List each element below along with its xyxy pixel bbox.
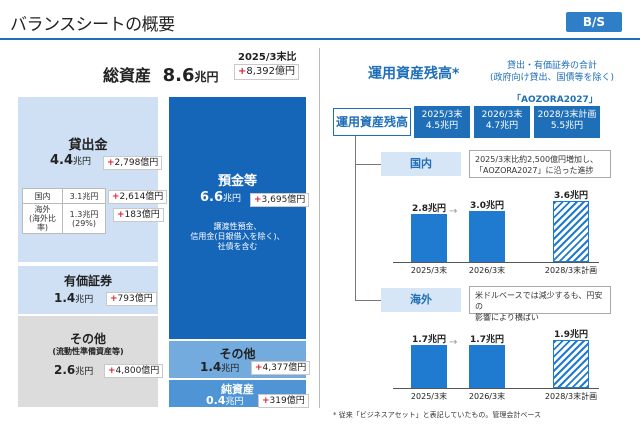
domestic-baseline [393, 262, 599, 263]
total-assets-unit: 兆円 [194, 70, 219, 84]
deposits-note: 譲渡性預金、 信用金(日銀借入を除く)、 社債を含む [190, 222, 285, 251]
overseas-bar-label-2: 1.9兆円 [554, 330, 588, 340]
domestic-note: 2025/3末比約2,500億円増加し、 「AOZORA2027」に沿った進捗 [469, 150, 611, 178]
aum-title: 運用資産残高* [368, 66, 460, 82]
overseas-section-label: 海外 [381, 288, 461, 312]
section-badge: B/S [566, 12, 622, 32]
domestic-section-label: 国内 [381, 152, 461, 176]
domestic-chart: 2.8兆円 2025/3末 3.0兆円 2026/3末 3.6兆円 2028/3末計画 → [381, 178, 611, 278]
footnote: * 従来「ビジネスアセット」と表記していたもの。管理会計ベース [333, 411, 542, 419]
domestic-bar-label-1: 3.0兆円 [470, 201, 504, 211]
domestic-label: 国内 [22, 188, 63, 204]
domestic-delta: +2,614億円 [108, 190, 168, 204]
domestic-category-0: 2025/3末 [410, 266, 448, 275]
overseas-baseline [393, 388, 599, 389]
loans-delta: +2,798億円 [103, 156, 163, 170]
domestic-bar-2 [553, 201, 589, 262]
overseas-bar-0 [411, 345, 447, 388]
securities-delta: +793億円 [106, 292, 157, 306]
total-assets: 総資産 8.6兆円 [103, 62, 219, 86]
step-2028: 2028/3末計画 5.5兆円 [534, 106, 600, 138]
connector-line [355, 136, 356, 300]
aum-subtitle: 貸出・有価証券の合計 (政府向け貸出、国債等を除く) [490, 61, 615, 83]
domestic-value: 3.1兆円 [62, 188, 106, 204]
page-title: バランスシートの概要 [10, 15, 175, 35]
securities-label: 有価証券 [63, 274, 112, 288]
overseas-arrow-icon: → [449, 337, 458, 348]
deposits-label: 預金等 [217, 174, 257, 189]
other-assets-panel [18, 316, 158, 407]
overseas-bar-label-1: 1.7兆円 [470, 335, 504, 345]
other-assets-value: 2.6兆円 [54, 363, 94, 377]
overseas-chart: 1.7兆円 2025/3末 1.7兆円 2026/3末 1.9兆円 2028/3末計画 → [381, 316, 611, 404]
table-row: 海外 (海外比率) 1.3兆円 (29%) [22, 203, 106, 234]
domestic-category-2: 2028/3末計画 [544, 266, 598, 275]
domestic-bar-label-2: 3.6兆円 [554, 191, 588, 201]
domestic-bar-1 [469, 211, 505, 262]
table-row: 国内 3.1兆円 [22, 188, 106, 204]
overseas-label: 海外 (海外比率) [22, 203, 63, 234]
step-2025: 2025/3末 4.5兆円 [414, 106, 470, 138]
loans-value: 4.4兆円 [50, 153, 92, 168]
net-assets-value: 0.4兆円 [206, 394, 244, 407]
overseas-bar-label-0: 1.7兆円 [412, 335, 446, 345]
securities-value: 1.4兆円 [54, 291, 94, 305]
domestic-bar-0 [411, 214, 447, 262]
other-assets-sublabel: (流動性準備資産等) [52, 347, 124, 356]
step-2026: 2026/3末 4.7兆円 [474, 106, 530, 138]
net-assets-label: 純資産 [221, 383, 254, 396]
total-assets-value: 8.6 [162, 65, 195, 86]
securities-panel [18, 266, 158, 314]
other-liab-label: その他 [219, 347, 256, 361]
other-liab-delta: +4,377億円 [251, 361, 311, 375]
column-divider [319, 48, 320, 408]
aum-flow-box: 運用資産残高 [333, 108, 411, 136]
domestic-bar-label-0: 2.8兆円 [412, 204, 446, 214]
overseas-delta: +183億円 [113, 208, 164, 222]
plan-label: 「AOZORA2027」 [512, 95, 598, 105]
overseas-value: 1.3兆円 (29%) [62, 203, 106, 234]
deposits-panel [169, 97, 306, 339]
domestic-category-1: 2026/3末 [468, 266, 506, 275]
connector-line [355, 164, 381, 165]
deposits-delta: +3,695億円 [250, 193, 310, 207]
overseas-category-0: 2025/3末 [410, 392, 448, 401]
overseas-bar-1 [469, 345, 505, 388]
net-assets-delta: +319億円 [258, 394, 309, 408]
connector-line [355, 300, 381, 301]
overseas-category-1: 2026/3末 [468, 392, 506, 401]
overseas-bar-2 [553, 340, 589, 388]
other-liab-value: 1.4兆円 [200, 360, 240, 374]
total-assets-delta: +8,392億円 [234, 64, 300, 80]
loans-panel [18, 97, 158, 262]
total-assets-label: 総資産 [103, 66, 152, 85]
deposits-value: 6.6兆円 [200, 190, 242, 205]
loans-label: 貸出金 [68, 138, 108, 153]
title-rule [0, 38, 640, 40]
other-assets-delta: +4,800億円 [104, 364, 164, 378]
other-assets-label: その他 [69, 332, 106, 346]
overseas-category-2: 2028/3末計画 [544, 392, 598, 401]
loans-breakdown-table: 国内 3.1兆円 海外 (海外比率) 1.3兆円 (29%) [22, 188, 106, 234]
overseas-note: 米ドルベースでは減少するも、円安の 影響により横ばい [469, 286, 611, 322]
domestic-arrow-icon: → [449, 206, 458, 217]
comparison-label: 2025/3末比 [238, 52, 297, 63]
